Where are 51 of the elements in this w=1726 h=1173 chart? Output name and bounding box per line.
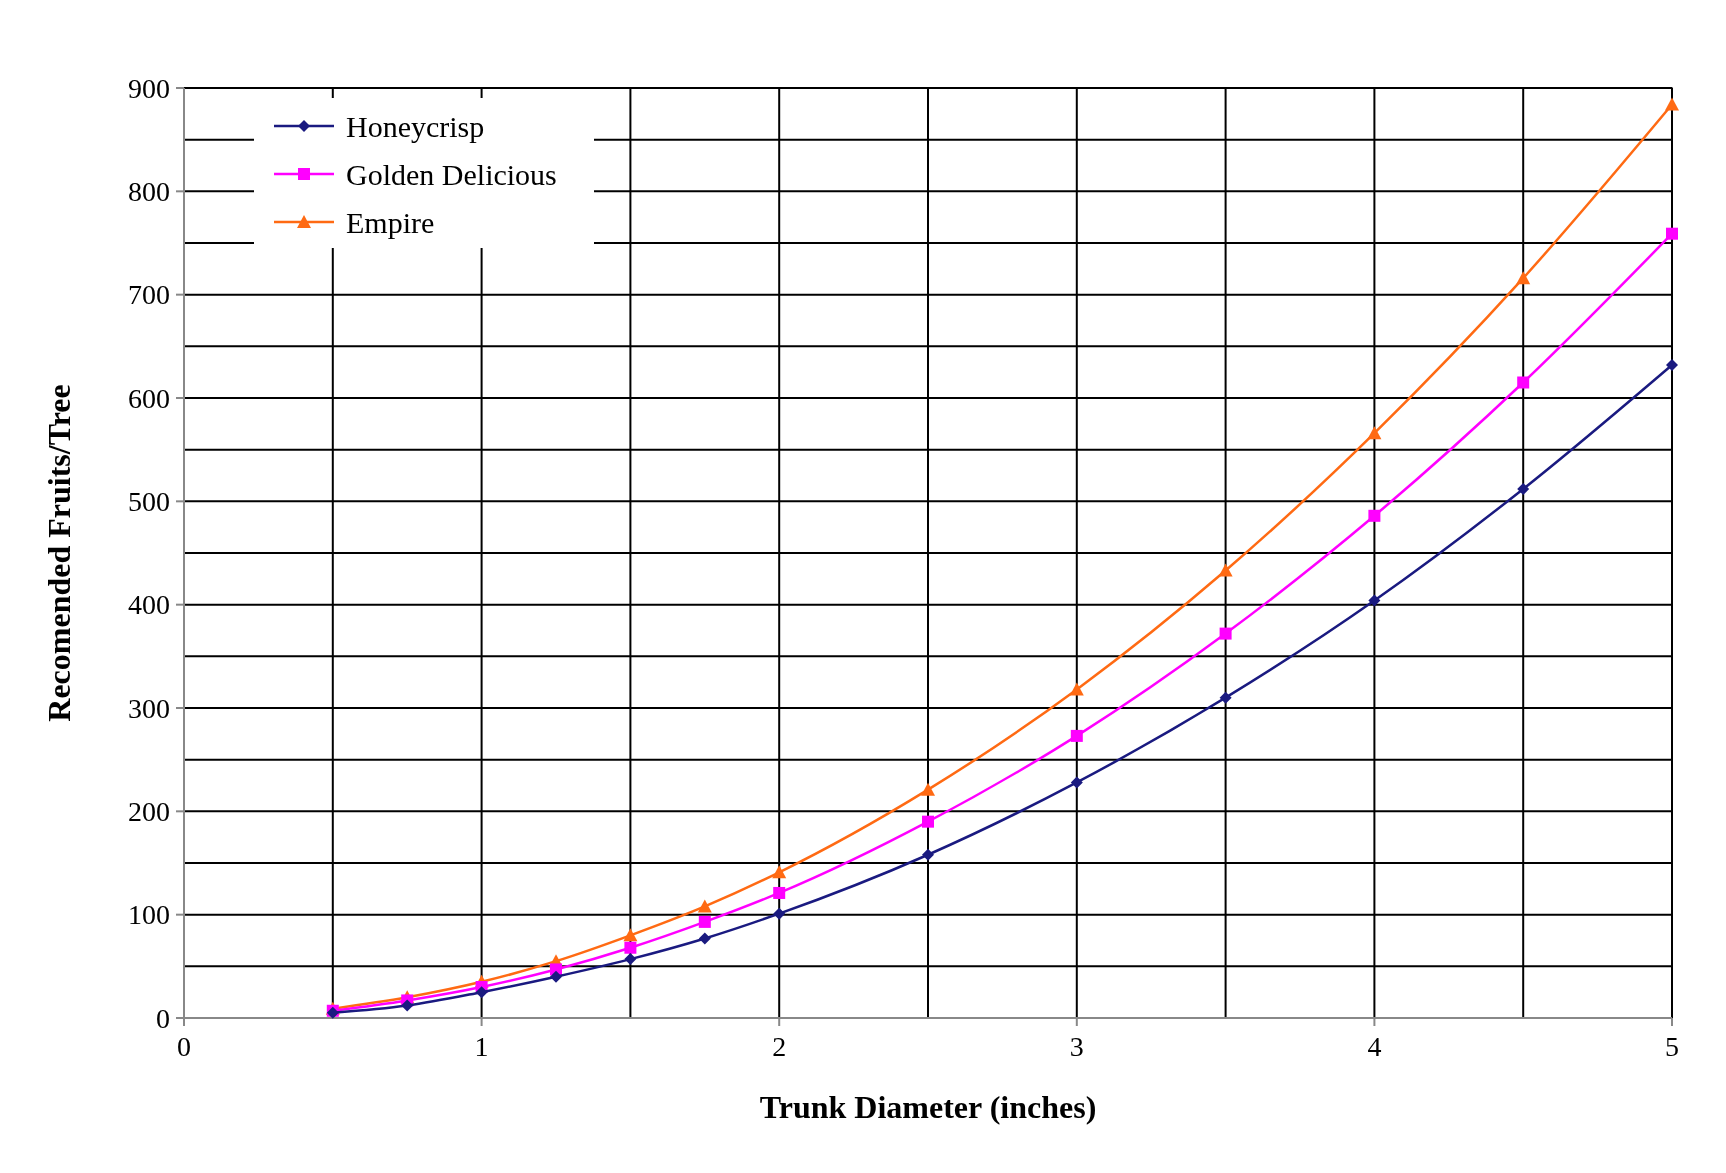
point <box>1665 97 1679 111</box>
point <box>1368 594 1381 607</box>
point <box>698 915 711 928</box>
legend-label: Golden Delicious <box>346 157 557 191</box>
y-axis-title: Recomended Fruits/Tree <box>41 384 77 722</box>
point <box>1517 482 1530 495</box>
point <box>1219 691 1232 704</box>
point <box>1070 729 1083 742</box>
x-axis-title: Trunk Diameter (inches) <box>759 1089 1097 1125</box>
y-tick-label: 500 <box>128 486 170 518</box>
legend-label: Honeycrisp <box>346 109 485 143</box>
point <box>772 865 787 879</box>
point <box>1069 682 1084 696</box>
point <box>475 986 488 999</box>
x-tick-label: 0 <box>177 1031 191 1062</box>
point <box>401 999 414 1012</box>
point <box>1367 426 1382 440</box>
point <box>1219 627 1232 640</box>
point <box>1666 227 1678 240</box>
y-tick-label: 700 <box>128 279 170 311</box>
x-tick-label: 4 <box>1367 1031 1382 1062</box>
y-tick-label: 200 <box>128 796 170 828</box>
point <box>550 970 562 983</box>
point <box>1516 271 1531 285</box>
y-tick-label: 800 <box>128 176 170 208</box>
y-tick-label: 400 <box>128 589 170 621</box>
y-tick-label: 900 <box>128 72 170 104</box>
point <box>921 782 935 796</box>
point <box>623 928 638 942</box>
point <box>624 941 637 954</box>
point <box>697 899 712 913</box>
point <box>698 932 711 945</box>
point <box>773 886 786 899</box>
x-tick-label: 1 <box>474 1031 489 1062</box>
legend-label: Empire <box>346 205 435 239</box>
point <box>1218 563 1233 577</box>
point <box>773 907 786 920</box>
point <box>1517 376 1530 389</box>
point <box>1070 776 1083 789</box>
point <box>922 848 934 861</box>
point <box>922 815 934 828</box>
y-tick-label: 600 <box>128 382 170 414</box>
x-tick-label: 5 <box>1665 1031 1679 1062</box>
y-tick-label: 0 <box>156 1002 170 1034</box>
x-tick-label: 2 <box>772 1031 787 1062</box>
x-tick-label: 3 <box>1069 1031 1084 1062</box>
y-tick-label: 300 <box>128 692 170 724</box>
point <box>624 953 637 966</box>
point <box>1666 358 1678 371</box>
y-tick-label: 100 <box>128 899 170 931</box>
point <box>1368 509 1381 522</box>
